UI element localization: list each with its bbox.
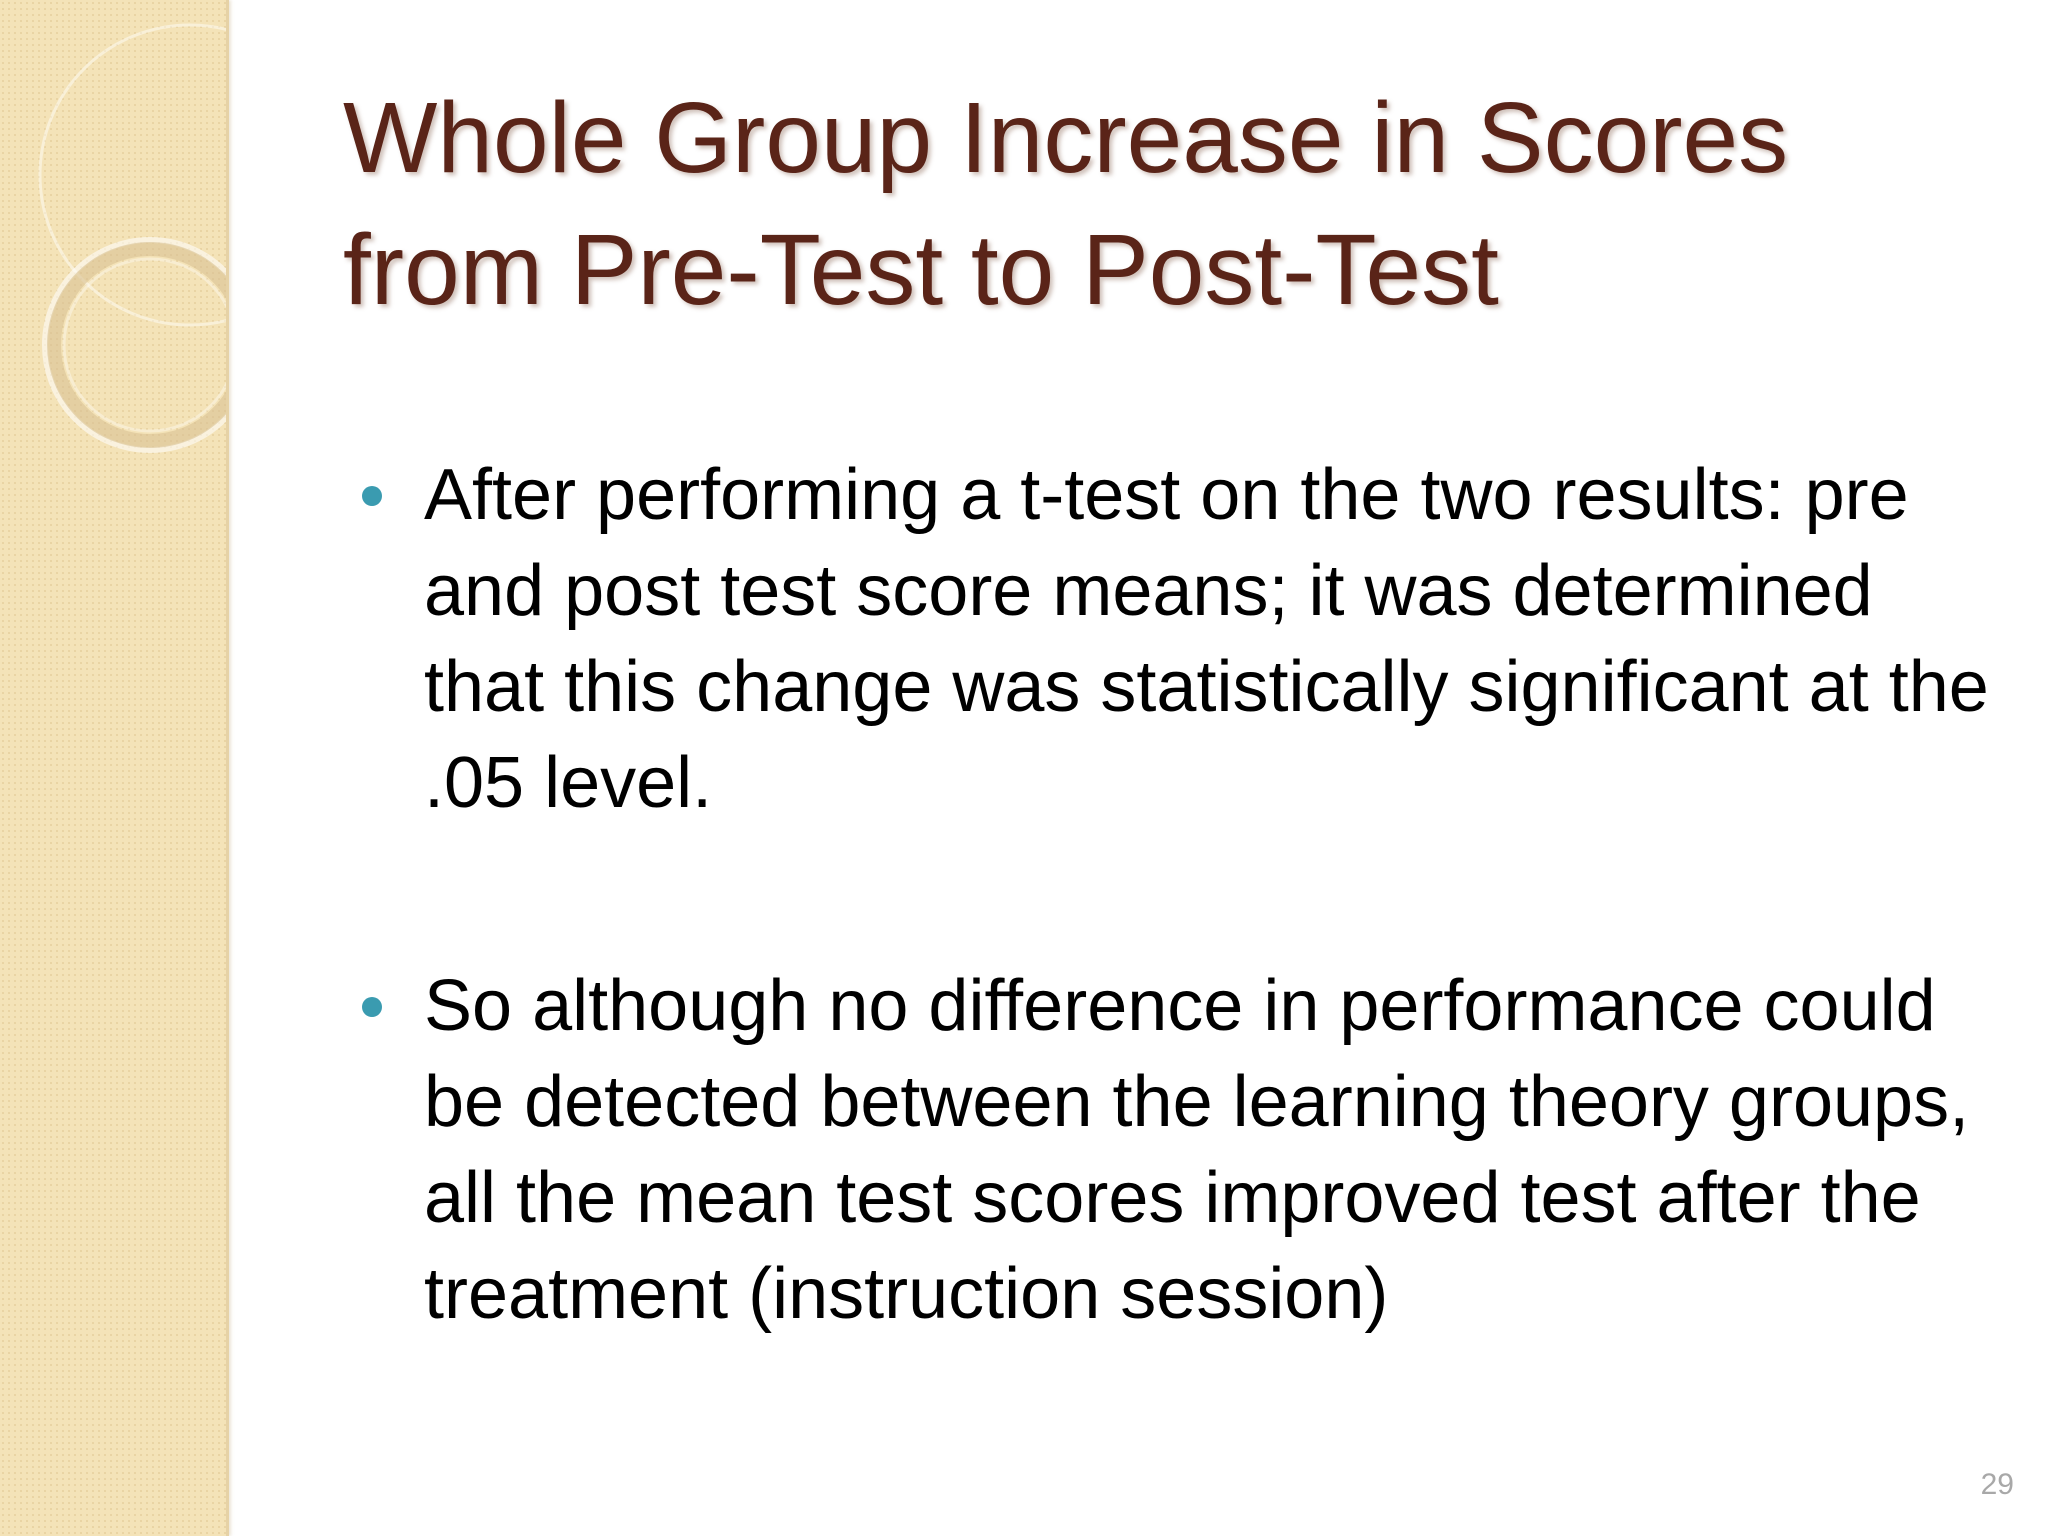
decorative-sidebar — [0, 0, 229, 1536]
slide-title: Whole Group Increase in Scores from Pre-… — [343, 82, 1789, 326]
bullet-dot-icon — [362, 486, 382, 506]
bullet-text: So although no difference in performance… — [424, 966, 1970, 1334]
page-number: 29 — [1980, 1468, 2014, 1501]
bullet-text: After performing a t-test on the two res… — [424, 455, 1989, 823]
bullet-list: After performing a t-test on the two res… — [358, 447, 2008, 1342]
bullet-dot-icon — [362, 997, 382, 1017]
bullet-item: After performing a t-test on the two res… — [358, 447, 2008, 831]
bullet-item: So although no difference in performance… — [358, 958, 2008, 1342]
decorative-rings-graphic — [38, 23, 226, 453]
